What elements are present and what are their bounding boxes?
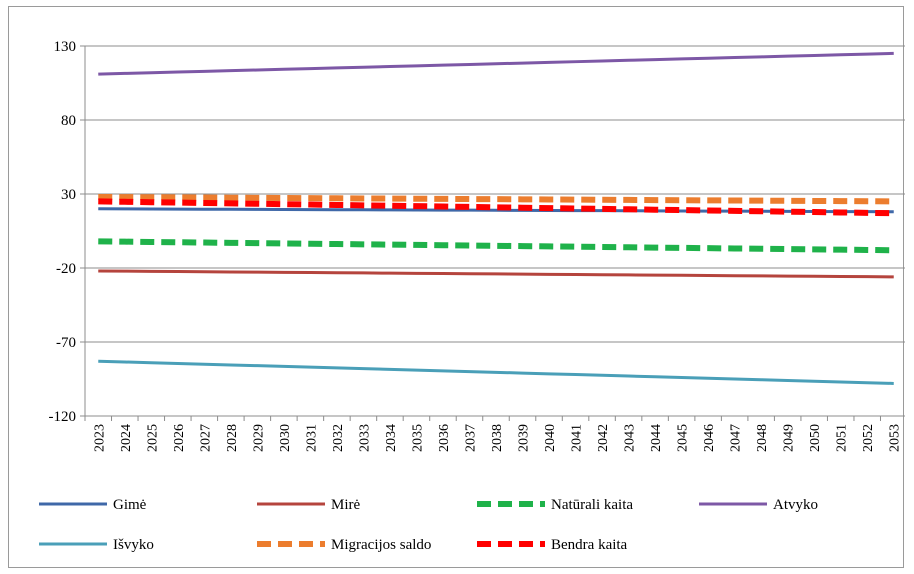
legend-label: Išvyko — [113, 537, 154, 553]
x-tick-label: 2041 — [570, 424, 585, 452]
y-tick-label: 30 — [61, 187, 76, 203]
x-tick-label: 2045 — [676, 424, 691, 452]
series-line-6 — [98, 193, 894, 205]
chart-frame: 130 80 30 -20 -70 -120 2023 2024 2025 2026 2027 202… — [8, 6, 908, 568]
x-tick-label: 2028 — [225, 424, 240, 452]
x-tick-label: 2024 — [119, 424, 134, 452]
x-tick-label: 2039 — [517, 424, 532, 452]
x-tick-label: 2029 — [251, 424, 266, 452]
x-tick-label: 2023 — [92, 424, 107, 452]
x-tick-label: 2042 — [596, 424, 611, 452]
legend-label: Gimė — [113, 497, 147, 513]
x-tick-label: 2050 — [808, 424, 823, 452]
axes-layer: 130 80 30 -20 -70 -120 2023 2024 2025 2026 2027 202… — [49, 39, 908, 452]
x-tick-label: 2051 — [835, 424, 850, 452]
x-tick-label: 2027 — [198, 424, 213, 452]
x-tick-label: 2026 — [172, 424, 187, 452]
x-tick-label: 2036 — [437, 424, 452, 452]
x-tick-label: 2047 — [729, 424, 744, 452]
series-line-4 — [98, 51, 894, 76]
series-line-7 — [98, 198, 894, 217]
x-tick-label: 2053 — [888, 424, 903, 452]
x-tick-label: 2037 — [463, 424, 478, 452]
line-chart: 130 80 30 -20 -70 -120 2023 2024 2025 2026 2027 202… — [39, 39, 908, 553]
legend-label: Natūrali kaita — [551, 497, 633, 513]
series-line-2 — [98, 269, 894, 279]
series-line-5 — [98, 359, 894, 385]
y-tick-label: -70 — [56, 335, 76, 351]
series-layer — [98, 51, 894, 385]
x-tick-label: 2043 — [623, 424, 638, 452]
legend-label: Bendra kaita — [551, 537, 628, 553]
grid-layer — [85, 45, 907, 343]
legend-label: Atvyko — [773, 497, 818, 513]
x-tick-label: 2040 — [543, 424, 558, 452]
legend-label: Mirė — [331, 497, 361, 513]
x-tick-label: 2034 — [384, 424, 399, 452]
x-tick-label: 2044 — [649, 424, 664, 452]
x-tick-label: 2035 — [410, 424, 425, 452]
x-tick-label: 2048 — [755, 424, 770, 452]
x-tick-label: 2038 — [490, 424, 505, 452]
legend-label: Migracijos saldo — [331, 537, 431, 553]
y-tick-label: -120 — [49, 409, 77, 425]
series-line-3 — [98, 238, 894, 254]
x-tick-label: 2030 — [278, 424, 293, 452]
x-tick-label: 2025 — [145, 424, 160, 452]
x-tick-label: 2049 — [782, 424, 797, 452]
y-tick-label: 80 — [61, 113, 76, 129]
y-tick-label: -20 — [56, 261, 76, 277]
x-tick-label: 2046 — [702, 424, 717, 452]
x-tick-label: 2032 — [331, 424, 346, 452]
legend: Gimė Mirė Natūrali kaita Atvyko Išvyko Migrac… — [39, 497, 818, 553]
x-tick-label: 2031 — [304, 424, 319, 452]
x-tick-label: 2052 — [861, 424, 876, 452]
x-tick-label: 2033 — [357, 424, 372, 452]
y-tick-label: 130 — [54, 39, 77, 55]
